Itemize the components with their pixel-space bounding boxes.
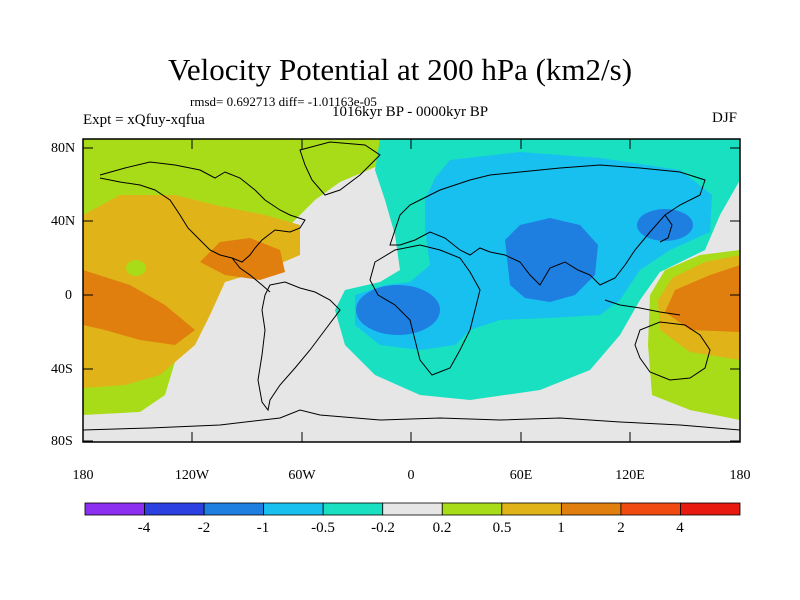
eurasia-coast xyxy=(389,164,706,286)
africa-coast xyxy=(369,244,481,376)
lat-label-80n: 80N xyxy=(51,141,76,156)
colorbar-label: -0.2 xyxy=(371,520,395,536)
colorbar-box xyxy=(501,502,562,516)
colorbar-label: -4 xyxy=(137,520,151,536)
colorbar-box xyxy=(680,502,741,516)
colorbar-label: 4 xyxy=(676,520,684,536)
colorbar-label: -0.5 xyxy=(311,520,335,536)
central-america-darkorange-region xyxy=(200,238,285,280)
axis-ticks xyxy=(82,139,741,442)
lon-label-180e: 180 xyxy=(729,468,751,483)
antarctica-coast xyxy=(83,409,740,431)
atlantic-blue-region xyxy=(356,285,440,335)
lat-label-40n: 40N xyxy=(51,214,76,229)
colorbar-box xyxy=(620,502,681,516)
colorbar-box xyxy=(263,502,324,516)
lon-label-120w: 120W xyxy=(174,468,210,483)
colorbar-box xyxy=(144,502,205,516)
west-darkorange-region xyxy=(83,270,195,345)
greenland-coast xyxy=(299,141,381,196)
colorbar-label: 0.2 xyxy=(432,520,452,536)
indonesia-coast xyxy=(604,299,681,316)
colorbar-box xyxy=(560,502,622,516)
plot-title: Velocity Potential at 200 hPa (km2/s) xyxy=(167,52,633,87)
lat-label-40s: 40S xyxy=(51,362,73,377)
colorbar xyxy=(84,502,741,516)
contour-fill xyxy=(83,139,740,442)
colorbar-label: -1 xyxy=(256,520,270,536)
colorbar-box xyxy=(203,502,265,516)
lat-label-0: 0 xyxy=(65,288,72,303)
south-america-coast xyxy=(257,281,341,412)
lon-label-120e: 120E xyxy=(615,468,645,483)
colorbar-label: 0.5 xyxy=(492,520,512,536)
japan-coast xyxy=(659,214,673,243)
colorbar-label: 1 xyxy=(557,520,565,536)
season-label: DJF xyxy=(712,110,738,126)
colorbar-box xyxy=(84,502,145,516)
lon-label-0: 0 xyxy=(407,468,415,483)
colorbar-label: -2 xyxy=(197,520,211,536)
stats-label: rmsd= 0.692713 diff= -1.01163e-05 xyxy=(190,94,377,109)
colorbar-box xyxy=(441,502,503,516)
north-america-coast xyxy=(99,161,306,263)
lon-label-60w: 60W xyxy=(288,468,316,483)
lon-label-180w: 180 xyxy=(72,468,94,483)
colorbar-box xyxy=(382,502,443,516)
colorbar-box xyxy=(322,502,384,516)
lon-label-60e: 60E xyxy=(509,468,533,483)
period-label: 1016kyr BP - 0000kyr BP xyxy=(331,104,489,120)
colorbar-label: 2 xyxy=(617,520,625,536)
pacific-green-spot xyxy=(126,260,146,276)
maritime-darkorange-region xyxy=(665,265,740,332)
australia-coast xyxy=(634,321,711,381)
lat-label-80s: 80S xyxy=(51,434,73,449)
japan-blue-region xyxy=(637,209,693,241)
coastlines xyxy=(83,141,740,431)
experiment-label: Expt = xQfuy-xqfua xyxy=(83,112,205,128)
central-america-coast xyxy=(231,257,271,293)
south-asia-blue-region xyxy=(505,218,598,302)
